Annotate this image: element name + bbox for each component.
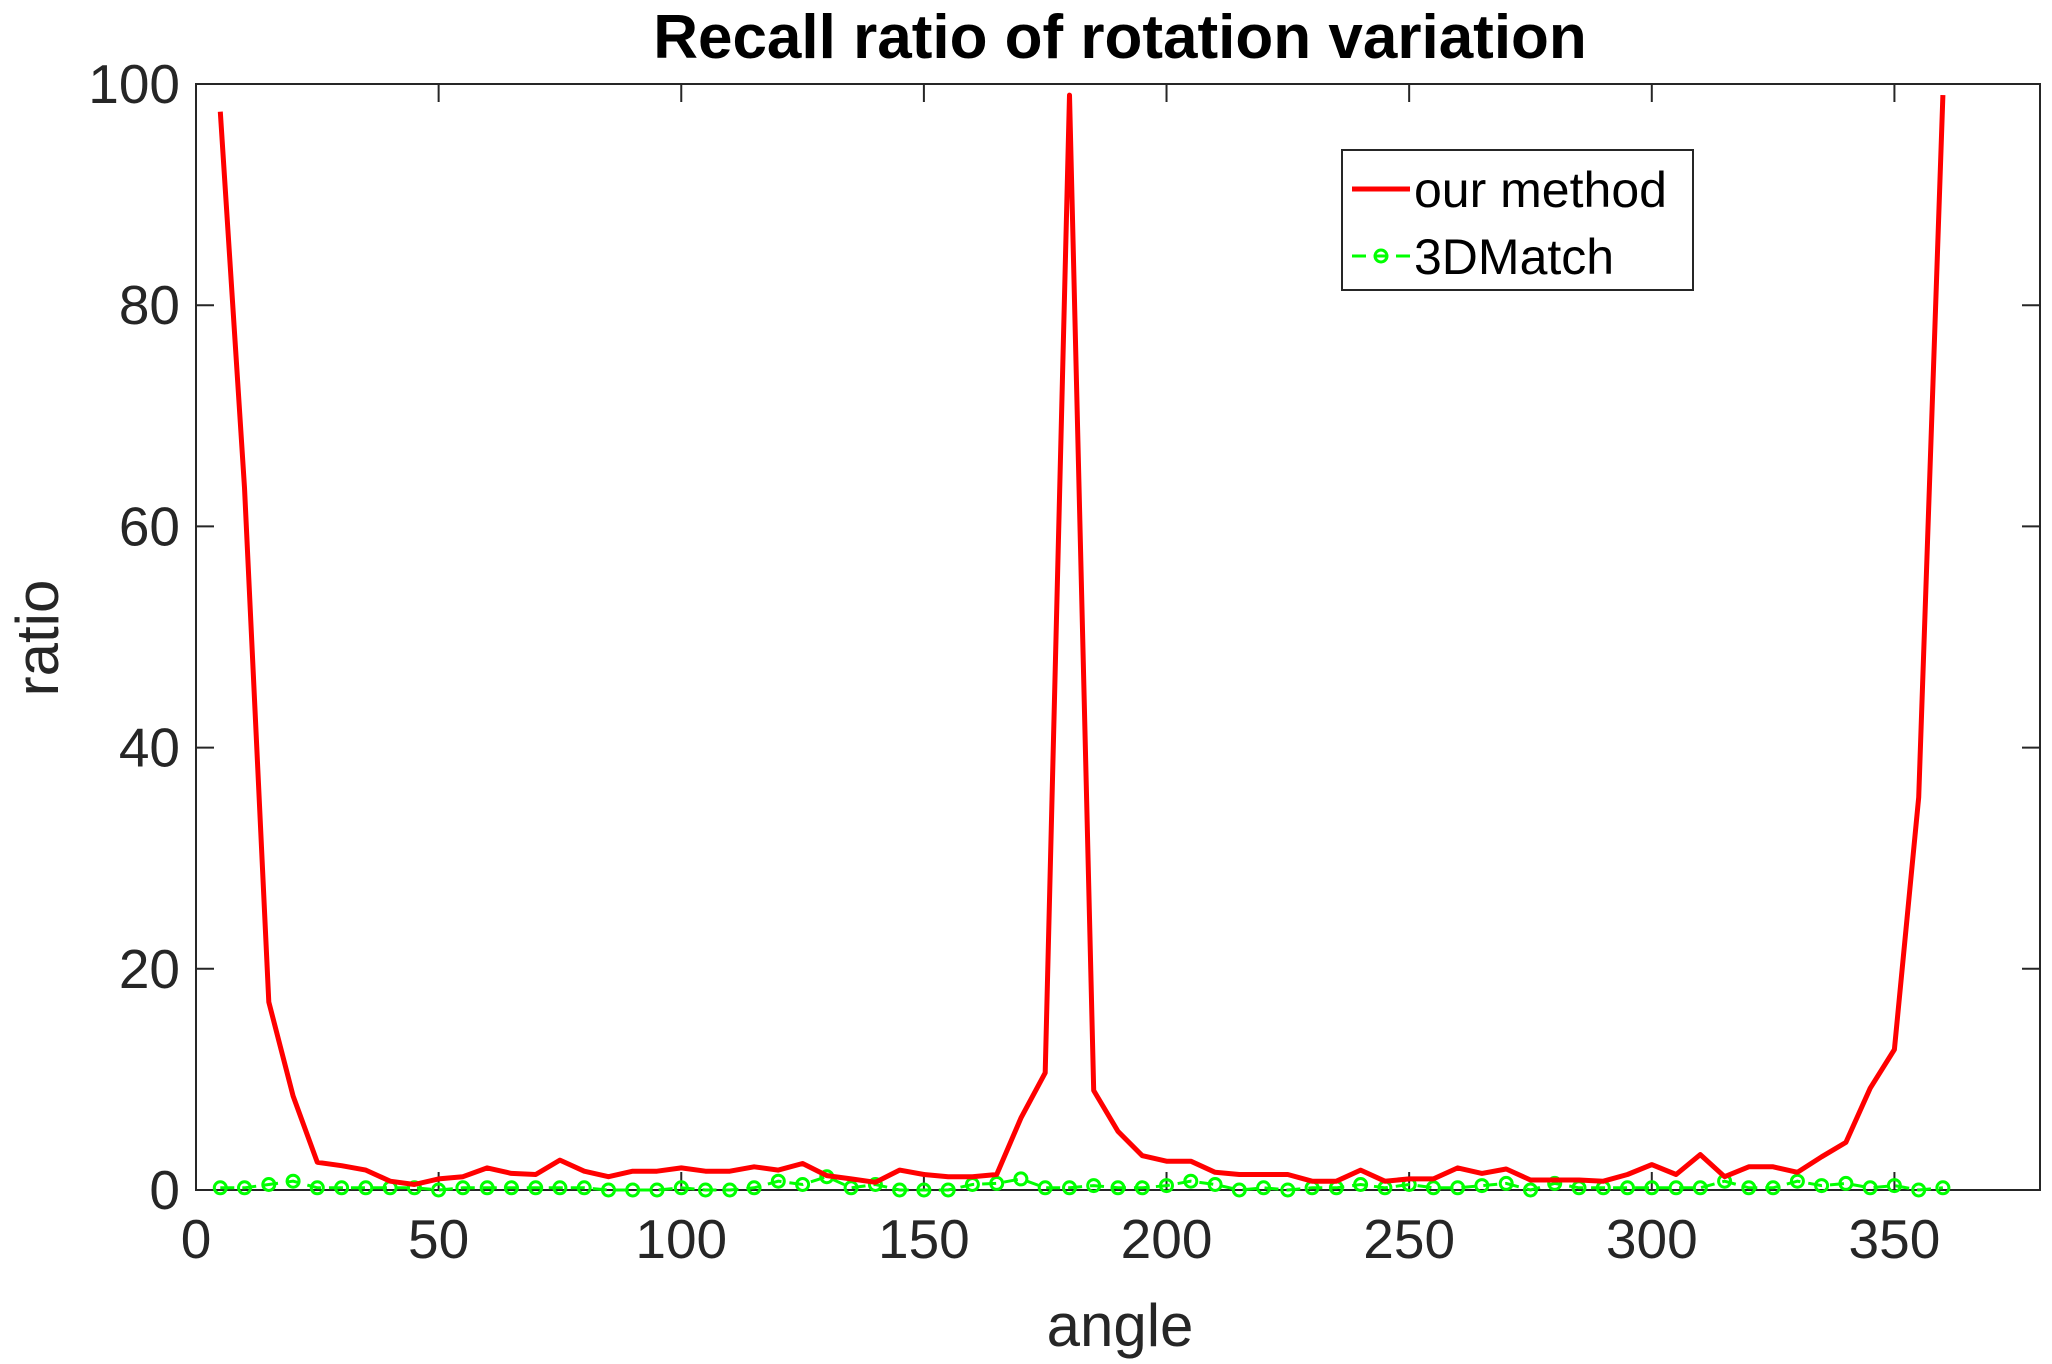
series-3dmatch-point bbox=[455, 1180, 471, 1196]
y-tick-label: 40 bbox=[119, 717, 180, 779]
series-3dmatch-point bbox=[237, 1180, 252, 1196]
series-3dmatch-point bbox=[1620, 1180, 1635, 1196]
series-3dmatch-point bbox=[698, 1182, 713, 1198]
series-3dmatch-point bbox=[576, 1180, 592, 1196]
plot-area-frame bbox=[195, 83, 2041, 1191]
series-3dmatch-point bbox=[989, 1175, 1005, 1191]
series-3dmatch-point bbox=[1183, 1173, 1199, 1189]
series-3dmatch-point bbox=[722, 1182, 738, 1198]
series-3dmatch-point bbox=[1644, 1180, 1660, 1196]
series-3dmatch-point bbox=[552, 1180, 568, 1196]
series-3dmatch-point bbox=[1692, 1180, 1708, 1196]
x-tick-label: 200 bbox=[1121, 1208, 1213, 1270]
series-3dmatch-point bbox=[406, 1180, 422, 1196]
series-3dmatch-point bbox=[1110, 1180, 1126, 1196]
series-3dmatch-point bbox=[843, 1180, 859, 1196]
x-tick-label: 50 bbox=[408, 1208, 469, 1270]
x-tick-label: 100 bbox=[635, 1208, 727, 1270]
y-tick-label: 100 bbox=[88, 53, 180, 115]
series-3dmatch-point bbox=[1086, 1178, 1102, 1194]
series-3dmatch-point bbox=[1547, 1175, 1563, 1191]
legend-3dmatch-marker bbox=[1373, 248, 1389, 264]
series-our-method-line bbox=[217, 92, 1946, 1187]
series-3dmatch-point bbox=[601, 1182, 616, 1198]
series-3dmatch-point bbox=[503, 1180, 519, 1196]
x-tick-label: 0 bbox=[181, 1208, 212, 1270]
series-3dmatch-point bbox=[625, 1182, 641, 1198]
series-3dmatch-point bbox=[1134, 1180, 1150, 1196]
series-3dmatch-point bbox=[1765, 1180, 1781, 1196]
series-3dmatch-point bbox=[285, 1173, 301, 1189]
legend-our-method-label: our method bbox=[1414, 162, 1667, 218]
x-axis-label: angle bbox=[1047, 1292, 1194, 1359]
series-3dmatch-point bbox=[1280, 1182, 1296, 1198]
series-3dmatch-point bbox=[746, 1180, 762, 1196]
series-3dmatch-point bbox=[479, 1180, 495, 1196]
y-tick-label: 60 bbox=[119, 495, 180, 557]
series-3dmatch-point bbox=[1353, 1177, 1369, 1192]
series-3dmatch-point bbox=[1838, 1175, 1854, 1191]
series-3dmatch-point bbox=[1450, 1180, 1466, 1196]
x-tick-label: 350 bbox=[1849, 1208, 1941, 1270]
series-3dmatch-point bbox=[1789, 1173, 1805, 1189]
series-3dmatch-point bbox=[431, 1182, 447, 1198]
series-3dmatch-point bbox=[309, 1180, 325, 1196]
y-tick-label: 80 bbox=[119, 274, 180, 336]
series-3dmatch-point bbox=[673, 1180, 689, 1196]
series-3dmatch-point bbox=[334, 1180, 350, 1196]
series-3dmatch-point bbox=[1935, 1180, 1951, 1196]
series-3dmatch-point bbox=[1668, 1180, 1684, 1196]
series-3dmatch-point bbox=[1886, 1178, 1902, 1194]
series-3dmatch-point bbox=[867, 1177, 883, 1192]
series-3dmatch-point bbox=[1814, 1178, 1830, 1194]
series-3dmatch-point bbox=[1207, 1177, 1223, 1192]
series-3dmatch-point bbox=[212, 1180, 228, 1196]
series-3dmatch-point bbox=[916, 1182, 932, 1198]
x-tick-label: 300 bbox=[1606, 1208, 1698, 1270]
series-3dmatch-point bbox=[1474, 1178, 1490, 1194]
series-3dmatch-point bbox=[528, 1180, 544, 1196]
legend-box bbox=[1341, 149, 1694, 291]
series-3dmatch-point bbox=[770, 1173, 786, 1189]
series-3dmatch-point bbox=[1013, 1171, 1029, 1187]
series-3dmatch-point bbox=[1256, 1180, 1272, 1196]
y-tick-label: 20 bbox=[119, 938, 180, 1000]
series-3dmatch-point bbox=[261, 1177, 277, 1192]
legend: our method 3DMatch bbox=[1341, 149, 1694, 291]
series-3dmatch-point bbox=[1862, 1180, 1878, 1196]
series-3dmatch-point bbox=[892, 1182, 908, 1198]
series-3dmatch-point bbox=[1425, 1180, 1441, 1196]
series-3dmatch-point bbox=[795, 1177, 811, 1192]
series-3dmatch-point bbox=[1159, 1178, 1174, 1194]
plot-axes: 0 50 100 150 200 250 300 350 0 20 40 60 80 100 bbox=[88, 53, 2041, 1270]
chart-title: Recall ratio of rotation variation bbox=[653, 3, 1587, 72]
series-3dmatch-point bbox=[649, 1182, 665, 1198]
y-tick-label: 0 bbox=[149, 1159, 180, 1221]
series-3dmatch-point bbox=[1741, 1180, 1757, 1196]
series-3dmatch-point bbox=[358, 1180, 374, 1196]
x-tick-label: 150 bbox=[878, 1208, 970, 1270]
series-3dmatch-point bbox=[1037, 1180, 1053, 1196]
series-3dmatch-point bbox=[1498, 1175, 1514, 1191]
series-3dmatch-point bbox=[1231, 1182, 1247, 1198]
series-3dmatch-point bbox=[1911, 1182, 1927, 1198]
series-3dmatch-line bbox=[220, 1175, 1944, 1192]
y-axis-label: ratio bbox=[4, 580, 71, 697]
series-layer bbox=[212, 92, 1951, 1198]
legend-3dmatch-label: 3DMatch bbox=[1414, 229, 1614, 285]
series-3dmatch-point bbox=[940, 1182, 956, 1198]
series-3dmatch-point bbox=[1523, 1182, 1538, 1198]
x-tick-label: 250 bbox=[1363, 1208, 1455, 1270]
series-3dmatch-point bbox=[1062, 1180, 1077, 1196]
